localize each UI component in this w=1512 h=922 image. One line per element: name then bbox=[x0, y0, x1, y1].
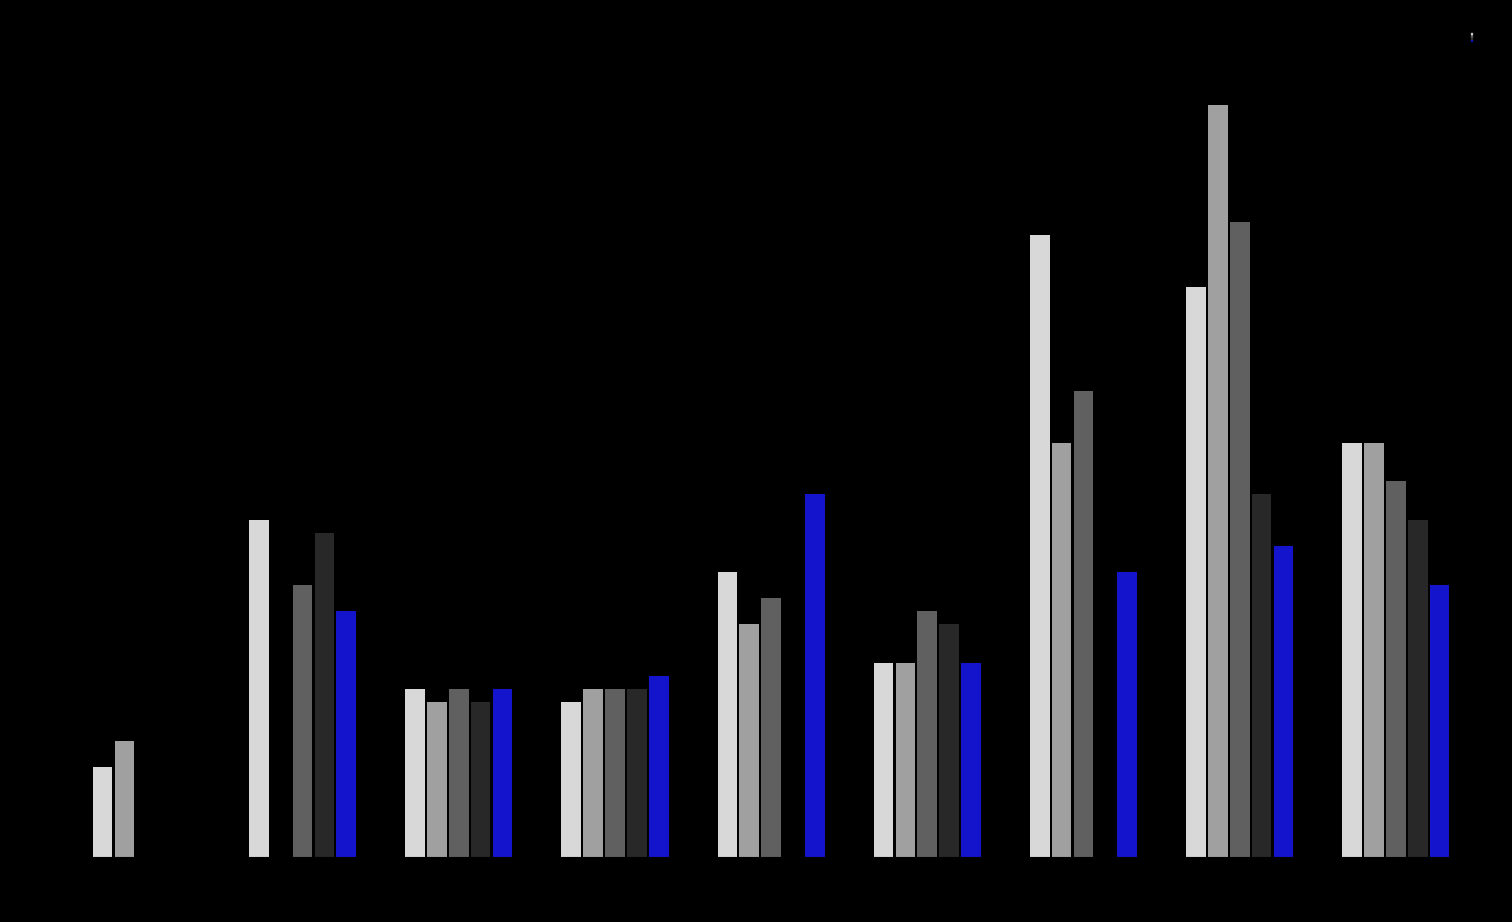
Bar bbox=[1185, 287, 1205, 857]
Bar bbox=[449, 689, 469, 857]
Bar bbox=[1408, 520, 1427, 857]
Bar bbox=[115, 740, 135, 857]
Bar bbox=[1117, 573, 1137, 857]
Bar bbox=[1252, 494, 1272, 857]
Bar bbox=[627, 689, 647, 857]
Bar bbox=[1343, 443, 1362, 857]
Bar bbox=[561, 702, 581, 857]
Bar bbox=[1430, 585, 1450, 857]
Bar bbox=[1273, 546, 1293, 857]
Bar bbox=[1052, 443, 1072, 857]
Bar bbox=[1030, 235, 1049, 857]
Bar bbox=[426, 702, 446, 857]
Bar bbox=[92, 767, 112, 857]
Bar bbox=[314, 533, 334, 857]
Legend: , , , , : , , , , bbox=[1471, 32, 1474, 41]
Bar bbox=[918, 611, 937, 857]
Bar bbox=[1387, 481, 1406, 857]
Bar bbox=[962, 663, 981, 857]
Bar bbox=[649, 676, 668, 857]
Bar bbox=[493, 689, 513, 857]
Bar bbox=[249, 520, 269, 857]
Bar bbox=[1074, 391, 1093, 857]
Bar bbox=[584, 689, 603, 857]
Bar bbox=[874, 663, 894, 857]
Bar bbox=[739, 624, 759, 857]
Bar bbox=[1229, 222, 1249, 857]
Bar bbox=[761, 598, 782, 857]
Bar bbox=[337, 611, 357, 857]
Bar bbox=[939, 624, 959, 857]
Bar bbox=[405, 689, 425, 857]
Bar bbox=[718, 573, 738, 857]
Bar bbox=[1364, 443, 1383, 857]
Bar bbox=[804, 494, 824, 857]
Bar bbox=[605, 689, 624, 857]
Bar bbox=[1208, 105, 1228, 857]
Bar bbox=[293, 585, 313, 857]
Bar bbox=[470, 702, 490, 857]
Bar bbox=[895, 663, 915, 857]
